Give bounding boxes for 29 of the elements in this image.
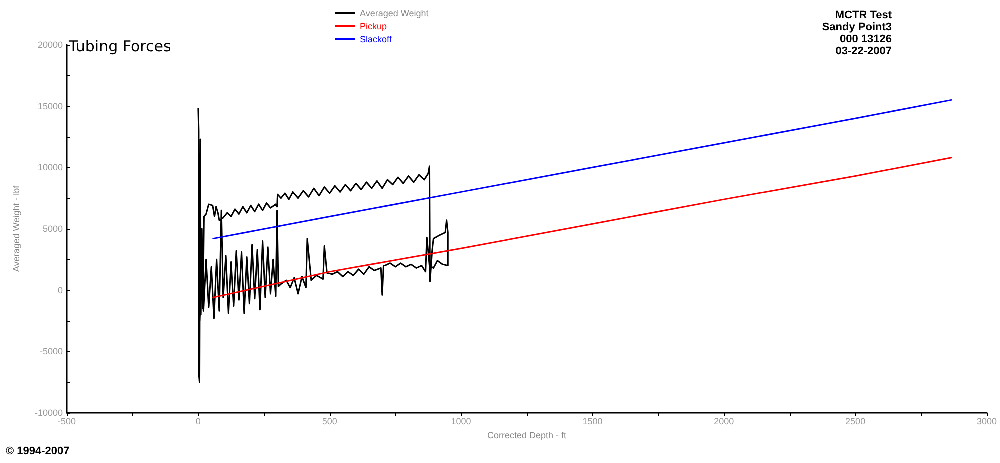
x-tick-label: 500: [322, 416, 338, 426]
annotation: 03-22-2007: [836, 46, 892, 58]
text: MCTR Test: [835, 10, 892, 22]
y-tick-label: 0: [58, 285, 63, 296]
text: © 1994-2007: [6, 446, 70, 458]
y-tick-label: 10000: [38, 162, 63, 173]
chart-title: Tubing Forces: [68, 38, 172, 56]
y-tick-label: 5000: [42, 224, 63, 234]
y-tick-label: -10000: [34, 408, 63, 418]
line-series: [212, 99, 952, 240]
x-tick-label: 1000: [451, 416, 472, 426]
x-tick-label: 2500: [846, 416, 866, 426]
y-tick-label: 20000: [38, 40, 63, 50]
x-tick-label: 3000: [976, 416, 998, 426]
x-tick-label: 2000: [714, 416, 734, 426]
y-axis-title: Averaged Weight - lbf: [12, 185, 22, 272]
x-tick-label: -500: [58, 416, 76, 426]
annotation: 000 13126: [840, 34, 892, 46]
y-tick-label: -5000: [40, 346, 63, 357]
legend-label: Averaged Weight: [360, 8, 430, 18]
y-tick-label: 15000: [38, 101, 63, 112]
x-tick-label: 1500: [582, 416, 603, 426]
legend-label: Slackoff: [360, 34, 392, 44]
legend-label: Pickup: [360, 22, 388, 32]
line-series: [198, 108, 449, 384]
text: Sandy Point3: [822, 22, 892, 34]
x-axis-title: Corrected Depth - ft: [487, 430, 568, 440]
x-tick-label: 0: [196, 416, 201, 426]
line-series: [212, 157, 952, 298]
